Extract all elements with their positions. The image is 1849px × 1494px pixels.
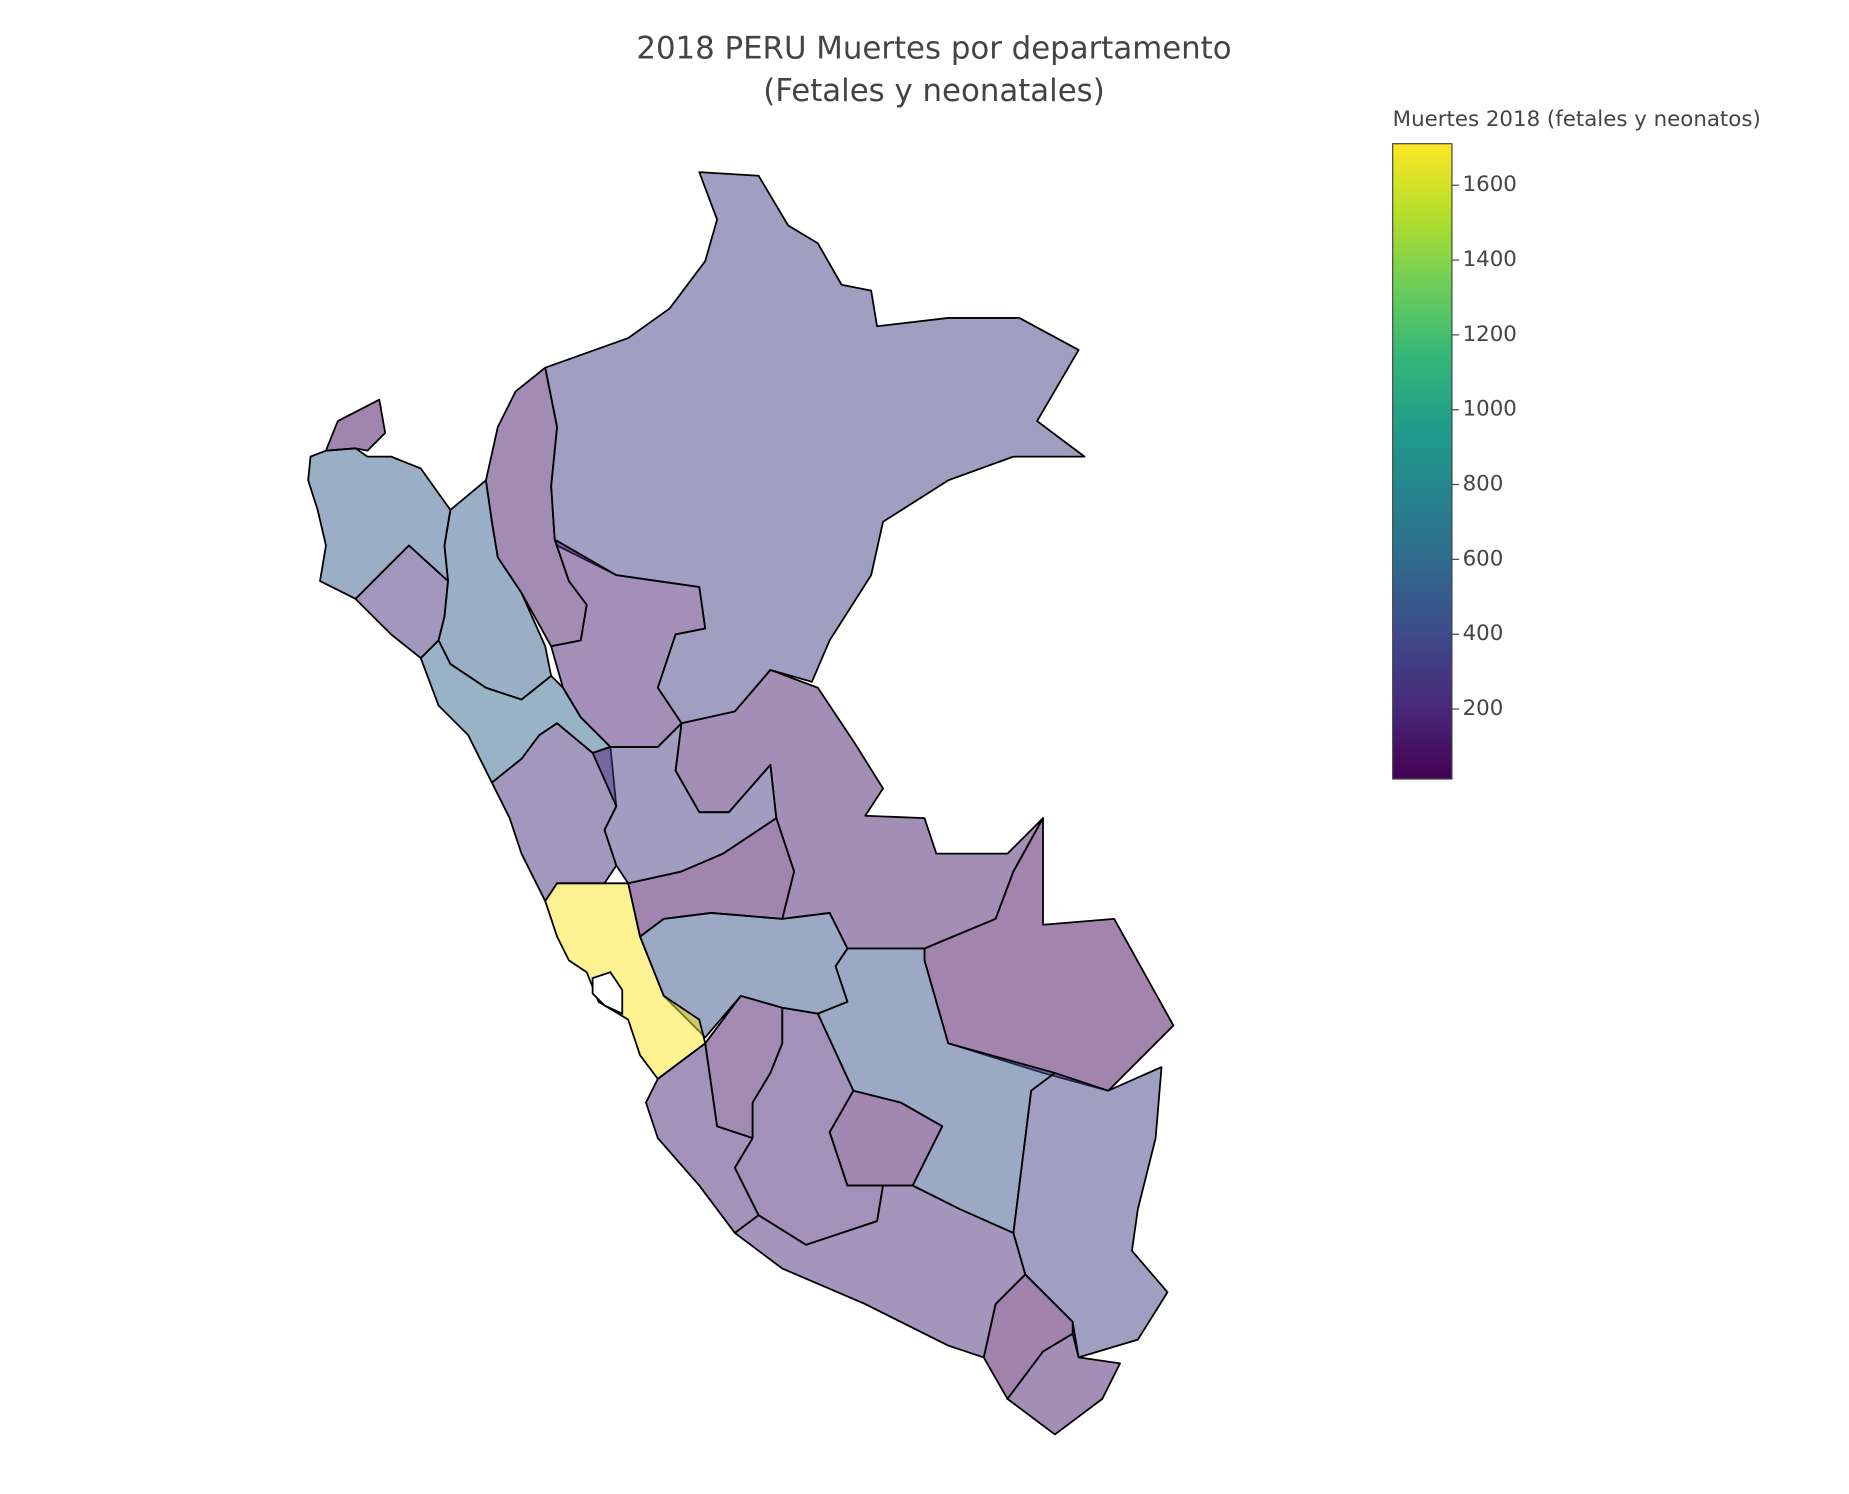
colorbar-tick-label: 200 [1463,696,1504,721]
colorbar-tick-label: 1000 [1463,397,1517,422]
colorbar-tick-label: 1200 [1463,322,1517,347]
chart-subtitle: (Fetales y neonatales) [763,73,1105,109]
map-regions [307,171,1175,1436]
chart-title: 2018 PERU Muertes por departamento [636,31,1231,67]
colorbar-tick-label: 800 [1463,472,1504,497]
no-data-region [591,971,624,1016]
region [1012,1066,1169,1359]
region [325,398,387,452]
colorbar-tick-label: 600 [1463,546,1504,571]
colorbar-tick-label: 1400 [1463,247,1517,272]
colorbar-tick-label: 400 [1463,621,1504,646]
colorbar [1392,143,1453,780]
colorbar-tick-label: 1600 [1463,172,1517,197]
colorbar-title: Muertes 2018 (fetales y neonatos) [1393,107,1761,132]
region [828,1089,944,1187]
